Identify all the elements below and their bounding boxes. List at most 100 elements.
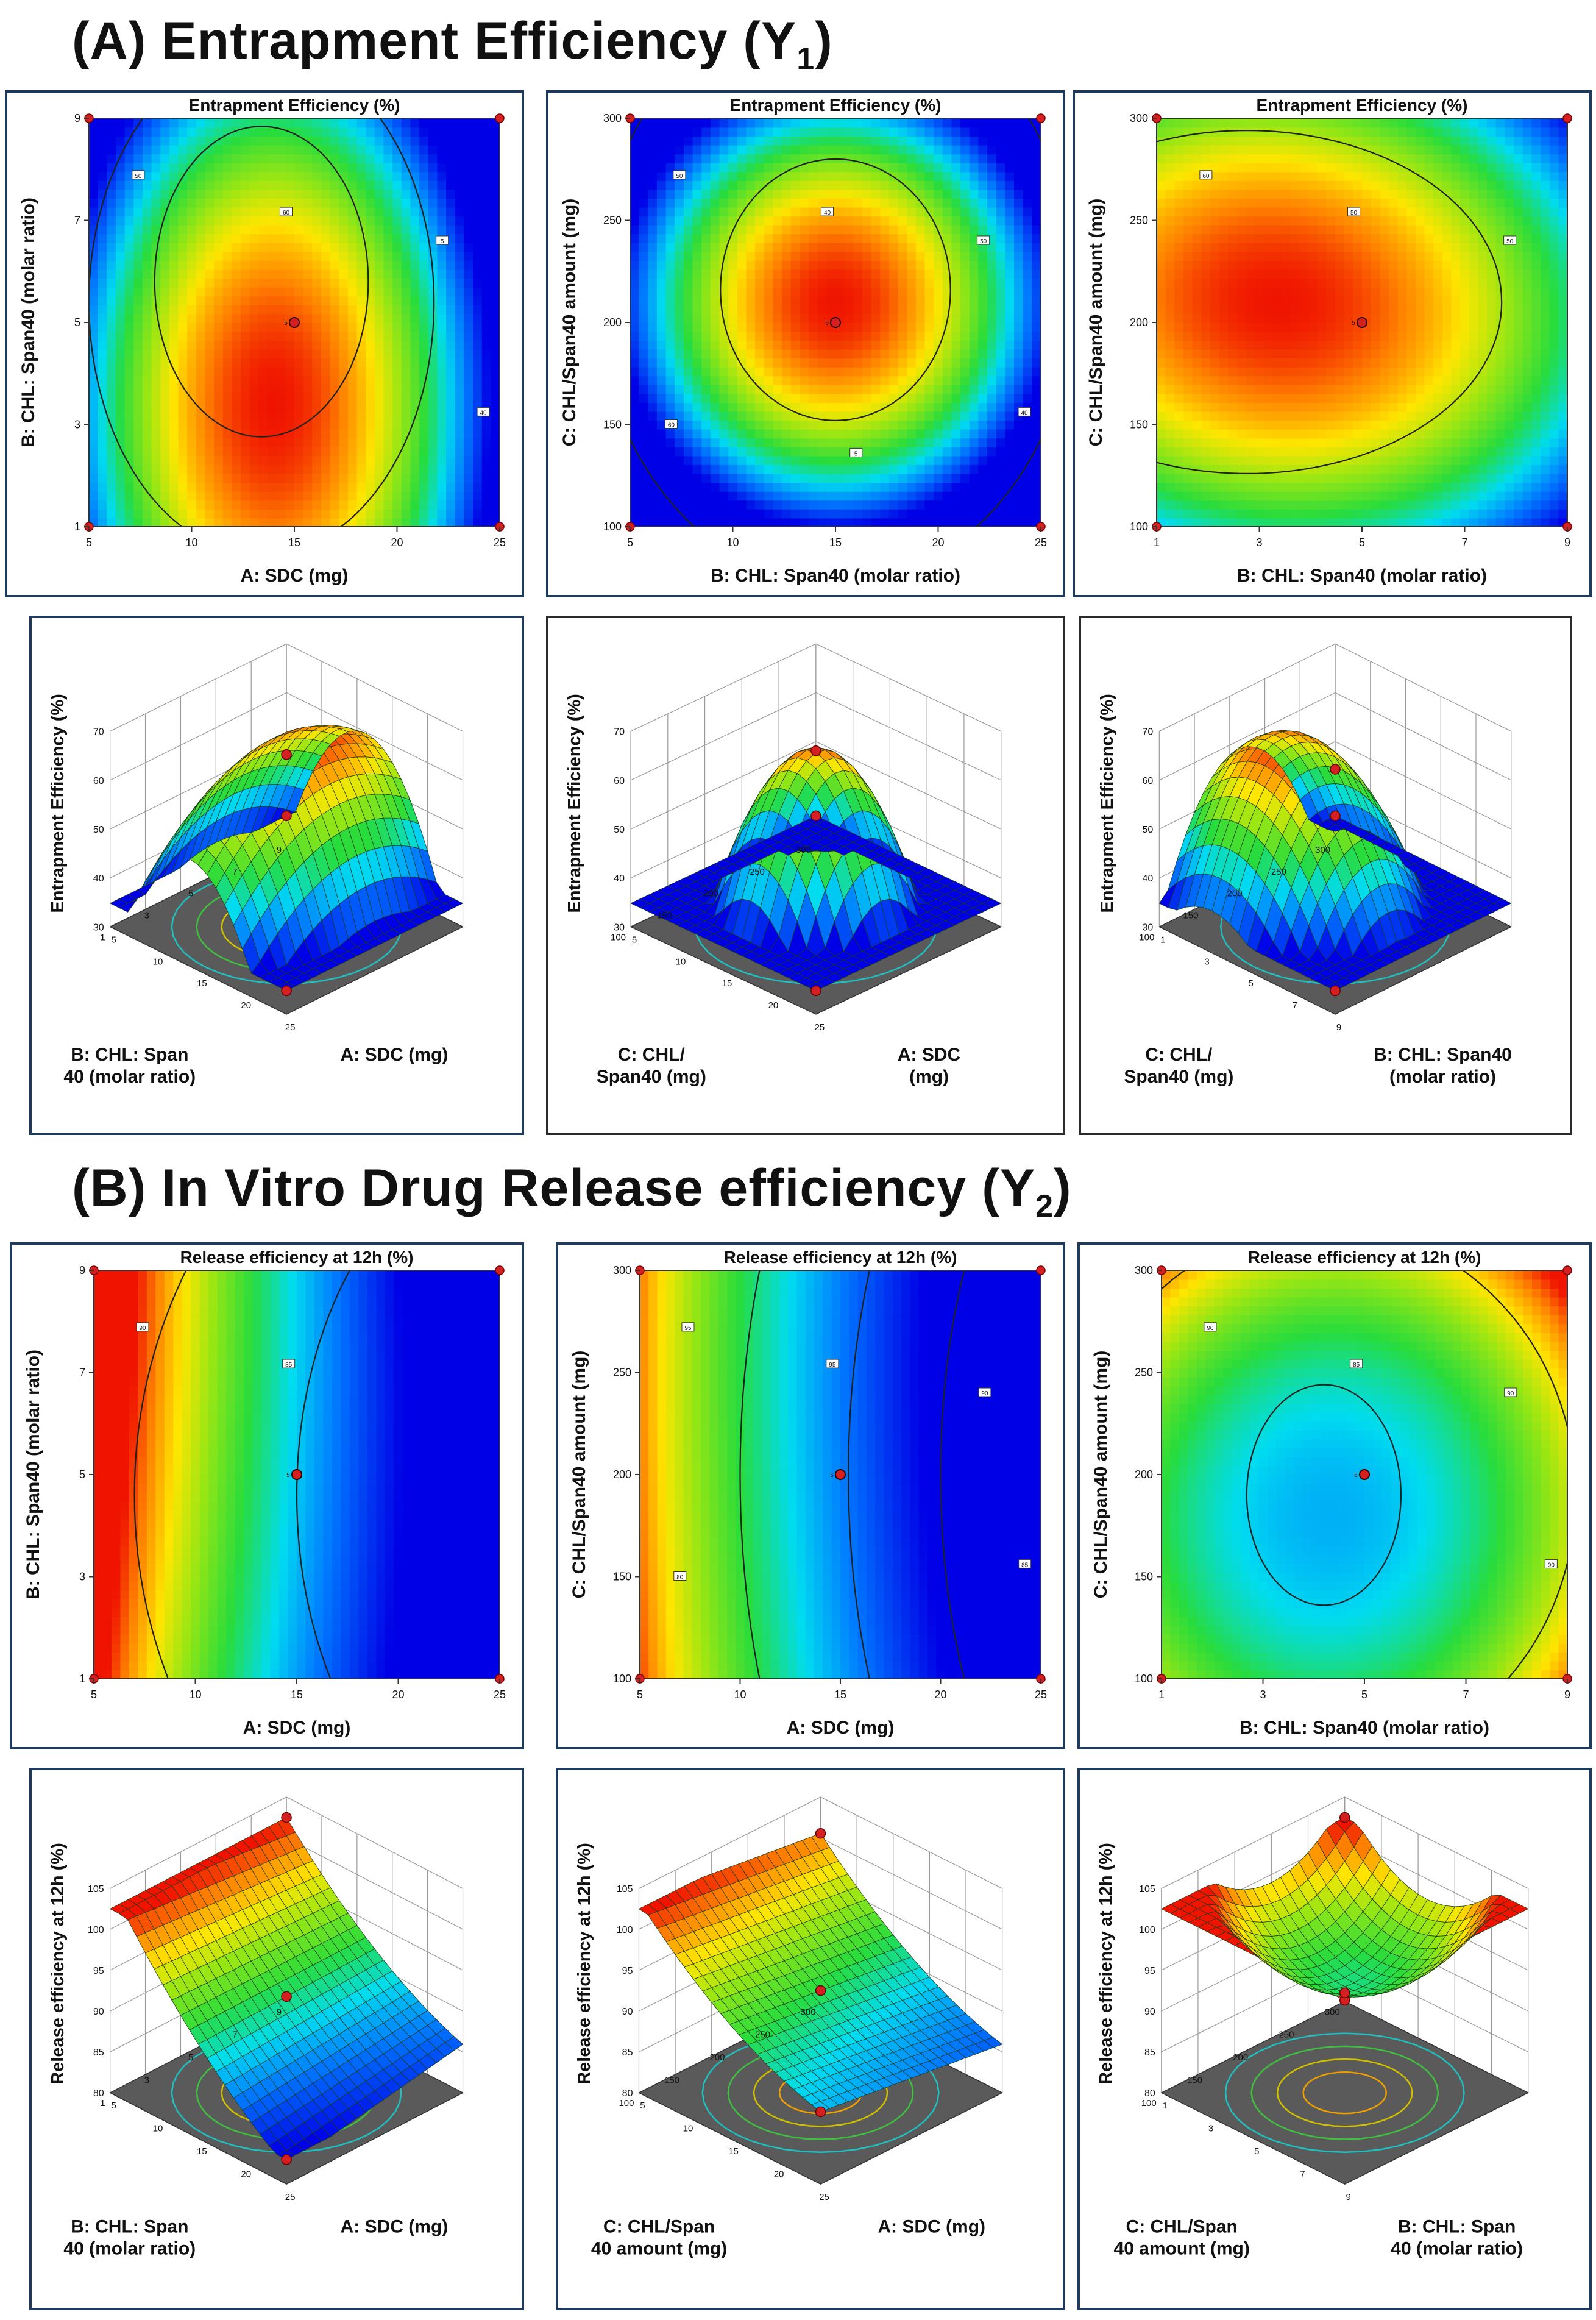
heatmap-cell xyxy=(107,198,116,208)
heatmap-cell xyxy=(268,322,277,332)
heatmap-cell xyxy=(630,296,640,305)
heatmap-cell xyxy=(746,358,756,368)
heatmap-cell xyxy=(1174,518,1184,527)
heatmap-cell xyxy=(303,482,313,492)
heatmap-cell xyxy=(755,269,765,279)
heatmap-cell xyxy=(383,455,394,465)
heatmap-cell xyxy=(473,198,483,208)
heatmap-cell xyxy=(630,251,640,261)
heatmap-cell xyxy=(241,242,250,252)
heatmap-cell xyxy=(790,304,801,315)
heatmap-cell xyxy=(124,207,135,217)
heatmap-cell xyxy=(1263,224,1274,235)
heatmap-cell xyxy=(951,402,962,412)
heatmap-cell xyxy=(853,366,863,377)
heatmap-cell xyxy=(133,402,143,412)
heatmap-cell xyxy=(392,331,402,341)
heatmap-cell xyxy=(241,375,250,385)
heatmap-cell xyxy=(1032,198,1041,208)
heatmap-cell xyxy=(1272,118,1283,128)
heatmap-cell xyxy=(249,358,260,368)
heatmap-cell xyxy=(960,464,970,474)
heatmap-cell xyxy=(410,286,420,297)
heatmap-cell xyxy=(392,384,402,394)
heatmap-cell xyxy=(321,402,331,412)
heatmap-cell xyxy=(746,171,756,181)
heatmap-cell xyxy=(1282,375,1291,385)
heatmap-cell xyxy=(790,242,801,252)
heatmap-cell xyxy=(764,233,774,243)
heatmap-cell xyxy=(196,224,206,235)
heatmap-cell xyxy=(826,278,836,288)
heatmap-cell xyxy=(115,518,126,527)
heatmap-cell xyxy=(294,269,304,279)
heatmap-cell xyxy=(960,269,970,279)
heatmap-cell xyxy=(888,366,899,377)
heatmap-cell xyxy=(888,296,899,305)
heatmap-cell xyxy=(241,455,250,465)
heatmap-cell xyxy=(339,189,349,199)
heatmap-cell xyxy=(782,313,792,323)
heatmap-cell xyxy=(1210,322,1220,332)
heatmap-cell xyxy=(880,216,890,226)
heatmap-cell xyxy=(401,322,411,332)
heatmap-cell xyxy=(133,464,143,474)
heatmap-cell xyxy=(241,366,250,377)
heatmap-cell xyxy=(491,384,500,394)
heatmap-cell xyxy=(1219,118,1229,128)
heatmap-cell xyxy=(455,500,465,510)
heatmap-cell xyxy=(630,180,640,190)
heatmap-cell xyxy=(339,393,349,403)
heatmap-cell xyxy=(366,518,375,527)
heatmap-cell xyxy=(1255,322,1264,332)
heatmap-cell xyxy=(978,455,988,465)
heatmap-cell xyxy=(401,251,411,261)
heatmap-cell xyxy=(232,313,241,323)
heatmap-cell xyxy=(205,224,215,235)
heatmap-cell xyxy=(800,216,809,226)
heatmap-cell xyxy=(683,269,693,279)
heatmap-cell xyxy=(481,508,492,519)
contour-label: 50 xyxy=(676,173,683,180)
heatmap-cell xyxy=(98,233,108,243)
heatmap-cell xyxy=(1201,322,1211,332)
heatmap-cell xyxy=(924,500,935,510)
heatmap-cell xyxy=(1023,366,1033,377)
heatmap-cell xyxy=(214,384,224,394)
heatmap-cell xyxy=(1192,393,1202,403)
heatmap-cell xyxy=(401,313,411,323)
heatmap-cell xyxy=(862,224,872,235)
heatmap-cell xyxy=(401,464,411,474)
heatmap-cell xyxy=(835,189,845,199)
heatmap-cell xyxy=(782,358,792,368)
heatmap-cell xyxy=(107,269,116,279)
heatmap-cell xyxy=(410,162,420,173)
heatmap-cell xyxy=(782,216,792,226)
heatmap-cell xyxy=(312,242,322,252)
heatmap-cell xyxy=(133,242,143,252)
heatmap-cell xyxy=(960,136,970,146)
heatmap-cell xyxy=(347,251,358,261)
heatmap-cell xyxy=(178,180,188,190)
heatmap-cell xyxy=(790,429,801,439)
heatmap-cell xyxy=(268,455,277,465)
heatmap-cell xyxy=(764,118,774,128)
heatmap-cell xyxy=(196,286,206,297)
heatmap-cell xyxy=(692,402,703,412)
heatmap-cell xyxy=(844,322,854,332)
heatmap-cell xyxy=(719,446,729,457)
heatmap-cell xyxy=(160,473,170,483)
heatmap-cell xyxy=(410,313,420,323)
heatmap-cell xyxy=(1165,251,1176,261)
heatmap-cell xyxy=(942,366,952,377)
heatmap-cell xyxy=(330,446,340,457)
heatmap-cell xyxy=(728,429,738,439)
heatmap-cell xyxy=(862,438,872,447)
heatmap-cell xyxy=(1174,482,1184,492)
heatmap-cell xyxy=(1023,127,1033,137)
heatmap-cell xyxy=(142,411,152,421)
heatmap-cell xyxy=(880,429,890,439)
heatmap-cell xyxy=(915,313,926,323)
heatmap-cell xyxy=(142,313,152,323)
heatmap-cell xyxy=(701,207,711,217)
